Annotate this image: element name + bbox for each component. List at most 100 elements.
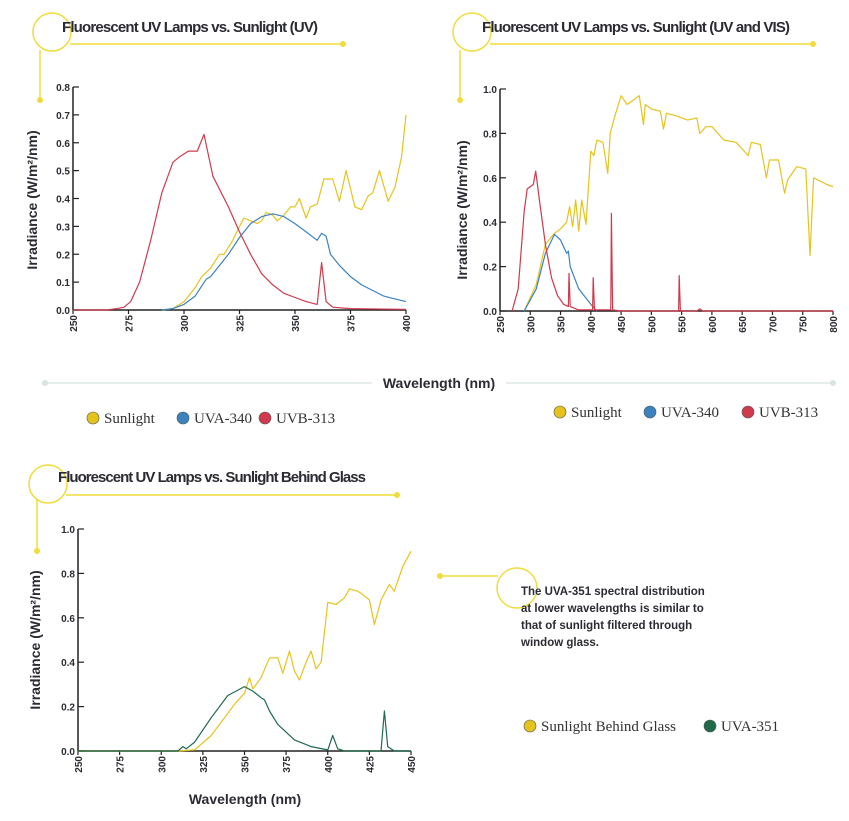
x-tick-label: 325 xyxy=(199,756,210,773)
y-tick-label: 0.5 xyxy=(56,167,70,178)
y-tick-label: 0.8 xyxy=(483,129,497,140)
legend-label: UVA-340 xyxy=(661,405,719,421)
decor-dot xyxy=(394,492,400,498)
annotation-line: window glass. xyxy=(520,637,599,649)
decor-circle xyxy=(32,12,72,52)
y-axis-label: Irradiance (W/m²/nm) xyxy=(454,140,470,279)
series-uva-340-line xyxy=(523,233,598,312)
annotation-line: The UVA-351 spectral distribution xyxy=(521,586,705,598)
legend-marker xyxy=(86,411,100,425)
decor-circle xyxy=(28,464,68,504)
chart-title: Fluorescent UV Lamps vs. Sunlight (UV an… xyxy=(482,19,790,36)
x-tick-label: 600 xyxy=(708,316,719,333)
x-axis-label: Wavelength (nm) xyxy=(383,375,495,391)
shared-xaxis-label: Wavelength (nm) xyxy=(42,375,836,391)
legend-label: Sunlight xyxy=(571,405,623,421)
x-tick-label: 275 xyxy=(125,315,136,332)
x-tick-label: 250 xyxy=(496,316,507,333)
series-sunlight-line xyxy=(523,95,834,312)
y-tick-label: 0.6 xyxy=(56,139,70,150)
series-sunlight-line xyxy=(161,114,407,311)
x-tick-label: 450 xyxy=(617,316,628,333)
y-tick-label: 0.1 xyxy=(56,278,70,289)
y-tick-label: 0.8 xyxy=(61,569,75,580)
legend-label: UVA-351 xyxy=(721,719,779,735)
x-tick-label: 450 xyxy=(407,756,418,773)
decor-dot xyxy=(810,41,816,47)
legend-marker xyxy=(258,411,272,425)
x-tick-label: 350 xyxy=(557,316,568,333)
x-tick-label: 425 xyxy=(365,756,376,773)
x-tick-label: 750 xyxy=(799,316,810,333)
decor-dot xyxy=(457,97,463,103)
x-tick-label: 375 xyxy=(282,756,293,773)
series-uva-351-line xyxy=(78,686,411,752)
series-uvb-313-line xyxy=(511,170,833,312)
x-tick-label: 325 xyxy=(236,315,247,332)
legend-marker xyxy=(553,405,567,419)
legend-marker xyxy=(176,411,190,425)
y-tick-label: 0.8 xyxy=(56,83,70,94)
legend-marker xyxy=(741,405,755,419)
y-tick-label: 0.4 xyxy=(483,218,497,229)
x-tick-label: 800 xyxy=(829,316,840,333)
y-tick-label: 0.6 xyxy=(61,614,75,625)
y-tick-label: 0.0 xyxy=(61,747,75,758)
decor-dot xyxy=(34,548,40,554)
x-tick-label: 350 xyxy=(291,315,302,332)
y-tick-label: 0.2 xyxy=(61,703,75,714)
y-axis-label: Irradiance (W/m²/nm) xyxy=(24,130,40,269)
legend-label: UVA-340 xyxy=(194,411,252,427)
y-tick-label: 0.3 xyxy=(56,222,70,233)
chart-1-header: Fluorescent UV Lamps vs. Sunlight (UV) xyxy=(32,12,346,103)
x-tick-label: 250 xyxy=(69,315,80,332)
legend-label: UVB-313 xyxy=(276,411,335,427)
annotation: The UVA-351 spectral distribution at low… xyxy=(437,567,705,649)
chart-1: 0.0 0.1 0.2 0.3 0.4 0.5 0.6 0.7 0.8 250 275 300 325 3… xyxy=(24,83,413,427)
y-axis-label: Irradiance (W/m²/nm) xyxy=(27,570,43,709)
legend-marker xyxy=(643,405,657,419)
legend-label: Sunlight xyxy=(104,411,156,427)
x-tick-label: 400 xyxy=(402,315,413,332)
legend-label: UVB-313 xyxy=(759,405,818,421)
x-tick-label: 250 xyxy=(74,756,85,773)
y-tick-label: 0.4 xyxy=(56,195,70,206)
x-tick-label: 500 xyxy=(647,316,658,333)
chart-title: Fluorescent UV Lamps vs. Sunlight Behind… xyxy=(58,469,366,486)
x-tick-label: 400 xyxy=(587,316,598,333)
y-tick-label: 0.7 xyxy=(56,111,70,122)
legend-label: Sunlight Behind Glass xyxy=(541,719,676,735)
annotation-line: at lower wavelengths is similar to xyxy=(521,603,704,615)
x-tick-label: 375 xyxy=(347,315,358,332)
x-tick-label: 400 xyxy=(324,756,335,773)
chart-3-header: Fluorescent UV Lamps vs. Sunlight Behind… xyxy=(28,464,400,554)
y-tick-label: 0.4 xyxy=(61,658,75,669)
decor-dot xyxy=(37,97,43,103)
series-sunlight-behind-glass-line xyxy=(78,550,412,752)
decor-dot xyxy=(340,41,346,47)
x-tick-label: 300 xyxy=(157,756,168,773)
y-tick-label: 0.0 xyxy=(483,307,497,318)
y-tick-label: 0.6 xyxy=(483,174,497,185)
x-tick-label: 650 xyxy=(738,316,749,333)
chart-title: Fluorescent UV Lamps vs. Sunlight (UV) xyxy=(62,19,318,36)
y-tick-label: 1.0 xyxy=(61,525,75,536)
x-axis-label: Wavelength (nm) xyxy=(189,791,301,807)
legend-marker xyxy=(703,719,717,733)
x-tick-label: 300 xyxy=(180,315,191,332)
x-tick-label: 275 xyxy=(116,756,127,773)
decor-circle xyxy=(496,567,538,609)
x-tick-label: 350 xyxy=(241,756,252,773)
legend-marker xyxy=(523,719,537,733)
series-uva-340-line xyxy=(161,213,407,311)
chart-3: 0.0 0.2 0.4 0.6 0.8 1.0 250 275 300 325 350 375 400 4… xyxy=(27,525,779,807)
y-tick-label: 1.0 xyxy=(483,85,497,96)
x-tick-label: 700 xyxy=(768,316,779,333)
annotation-line: that of sunlight filtered through xyxy=(521,620,692,632)
y-tick-label: 0.2 xyxy=(56,250,70,261)
chart-2-header: Fluorescent UV Lamps vs. Sunlight (UV an… xyxy=(452,12,816,103)
chart-2: 0.0 0.2 0.4 0.6 0.8 1.0 250 300 350 400 450 500 550 6… xyxy=(454,85,840,421)
series-uvb-313-line xyxy=(73,133,407,311)
x-tick-label: 550 xyxy=(678,316,689,333)
